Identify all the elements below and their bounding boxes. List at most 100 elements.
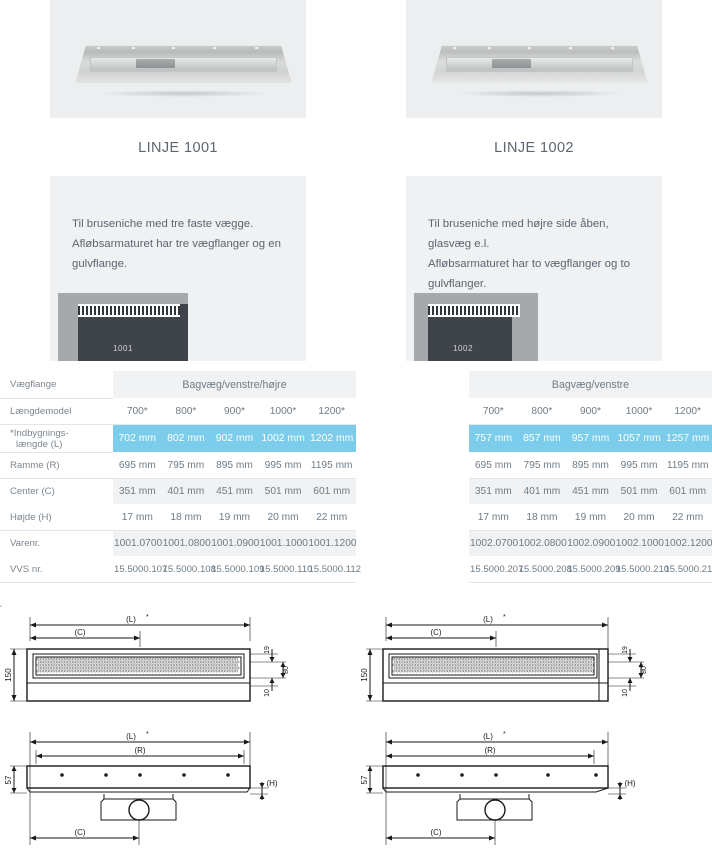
top-view-drawing-1002: (L) * (C) 150 19 — [360, 614, 648, 702]
table-row-flange: Bagvæg/venstre — [356, 371, 712, 399]
cell: 15.5000.109 — [210, 556, 265, 583]
installation-diagram-1001: 1001 — [58, 293, 188, 361]
cell: 1002.1000 — [614, 530, 664, 557]
cell: 19 mm — [566, 504, 615, 531]
cell: 700* — [469, 398, 518, 425]
cell: 1001.1000 — [258, 530, 308, 557]
cell: 401 mm — [161, 478, 211, 505]
flange-value-1001: Bagvæg/venstre/højre — [113, 371, 356, 399]
cell: 1002.0800 — [517, 530, 567, 557]
dim-label-h: (H) — [624, 779, 635, 788]
cell: 1195 mm — [663, 452, 712, 479]
dim-label-height: 57 — [360, 775, 369, 784]
dim-label-80: 80 — [283, 666, 290, 674]
cell: 1200* — [307, 398, 356, 425]
cell: 895 mm — [210, 452, 259, 479]
row-label-frame: Ramme (R) — [0, 452, 113, 479]
row-label-line2: længde (L) — [16, 438, 63, 450]
installation-diagram-label-1002: 1002 — [453, 344, 473, 353]
cell-highlight: 1257 mm — [663, 424, 712, 453]
row-label-spacer — [356, 557, 469, 583]
row-label-vvs-number: VVS nr. — [0, 556, 113, 583]
row-label-article-number: Varenr. — [0, 530, 113, 557]
dim-label-center: (C) — [430, 628, 441, 637]
cell: 15.5000.212 — [663, 556, 712, 583]
dim-label-19: 19 — [264, 646, 271, 654]
cell: 700* — [113, 398, 162, 425]
cell: 1001.0800 — [161, 530, 211, 557]
cell: 18 mm — [517, 504, 567, 531]
cell: 1001.1200 — [307, 530, 357, 557]
cell-highlight: 857 mm — [517, 424, 567, 453]
row-label-model: Længdemodel — [0, 398, 113, 425]
table-row-center: Center (C) 351 mm 401 mm 451 mm 501 mm 6… — [0, 478, 356, 505]
table-row-article-number: 1002.0700 1002.0800 1002.0900 1002.1000 … — [356, 530, 712, 557]
cell: 1000* — [614, 398, 664, 425]
row-label-spacer — [356, 399, 469, 425]
table-row-installation-length: *Indbygnings-længde (L) 702 mm 802 mm 90… — [0, 424, 356, 453]
cell: 1195 mm — [307, 452, 356, 479]
spec-table-1002: Bagvæg/venstre 700* 800* 900* 1000* 1200… — [356, 371, 712, 583]
cell-highlight: 1202 mm — [307, 424, 356, 453]
cell: 351 mm — [113, 478, 162, 505]
cell: 15.5000.209 — [566, 556, 621, 583]
technical-drawing-column-1002: (L) * (C) 150 19 — [356, 605, 712, 852]
cell: 501 mm — [614, 478, 664, 505]
cell: 19 mm — [210, 504, 259, 531]
row-label-spacer — [356, 478, 469, 505]
cell: 451 mm — [566, 478, 615, 505]
dim-label-center: (C) — [430, 828, 441, 837]
row-label-spacer — [356, 371, 469, 399]
dim-label-80: 80 — [641, 666, 648, 674]
cell: 15.5000.207 — [469, 556, 523, 583]
product-description-text-1001: Til bruseniche med tre faste vægge. Aflø… — [72, 218, 281, 270]
cell: 22 mm — [663, 504, 712, 531]
cell-highlight: 957 mm — [566, 424, 615, 453]
technical-drawing-column-1001: (L) * (C) 150 — [0, 605, 356, 852]
dim-label-frame: (R) — [484, 746, 495, 755]
dim-label-length: (L) — [126, 615, 136, 624]
dim-label-length: (L) — [483, 732, 493, 741]
cell: 900* — [566, 398, 615, 425]
technical-drawings: (L) * (C) 150 — [0, 605, 712, 852]
cell: 1200* — [663, 398, 712, 425]
product-title-1001: LINJE 1001 — [138, 140, 218, 156]
installation-diagram-1002: 1002 — [414, 293, 538, 361]
table-row-flange: Vægflange Bagvæg/venstre/højre — [0, 371, 356, 399]
dim-label-length: (L) — [483, 615, 493, 624]
cell: 17 mm — [113, 504, 162, 531]
table-row-center: 351 mm 401 mm 451 mm 501 mm 601 mm — [356, 478, 712, 505]
cell: 20 mm — [614, 504, 664, 531]
cell-highlight: 757 mm — [469, 424, 518, 453]
dim-label-length: (L) — [126, 732, 136, 741]
table-row-frame: 695 mm 795 mm 895 mm 995 mm 1195 mm — [356, 452, 712, 479]
cell: 15.5000.108 — [161, 556, 216, 583]
cell: 1001.0900 — [210, 530, 259, 557]
table-row-vvs-number: 15.5000.207 15.5000.208 15.5000.209 15.5… — [356, 556, 712, 583]
cell: 601 mm — [307, 478, 356, 505]
dim-label-width: 150 — [4, 668, 13, 682]
row-label-spacer — [356, 453, 469, 479]
cell: 1002.0700 — [469, 530, 518, 557]
row-label-height: Højde (H) — [0, 504, 113, 531]
drain-tray-illustration-1001 — [75, 44, 292, 97]
dim-label-h: (H) — [266, 779, 277, 788]
cell: 18 mm — [161, 504, 211, 531]
cell: 15.5000.112 — [307, 556, 361, 583]
cell: 995 mm — [614, 452, 664, 479]
dim-label-height: 57 — [4, 775, 13, 784]
cell: 351 mm — [469, 478, 518, 505]
cell: 1000* — [258, 398, 308, 425]
cell: 17 mm — [469, 504, 518, 531]
cell: 800* — [161, 398, 211, 425]
spec-table-1001: Vægflange Bagvæg/venstre/højre Længdemod… — [0, 371, 361, 583]
cell: 22 mm — [307, 504, 356, 531]
top-view-drawing-1001: (L) * (C) 150 — [0, 605, 290, 702]
dim-label-10: 10 — [264, 689, 271, 697]
cell: 601 mm — [663, 478, 712, 505]
table-row-height: Højde (H) 17 mm 18 mm 19 mm 20 mm 22 mm — [0, 504, 356, 531]
table-row-installation-length: 757 mm 857 mm 957 mm 1057 mm 1257 mm — [356, 424, 712, 453]
cell: 20 mm — [258, 504, 308, 531]
cell: 501 mm — [258, 478, 308, 505]
dim-label-length-star: * — [503, 614, 506, 621]
